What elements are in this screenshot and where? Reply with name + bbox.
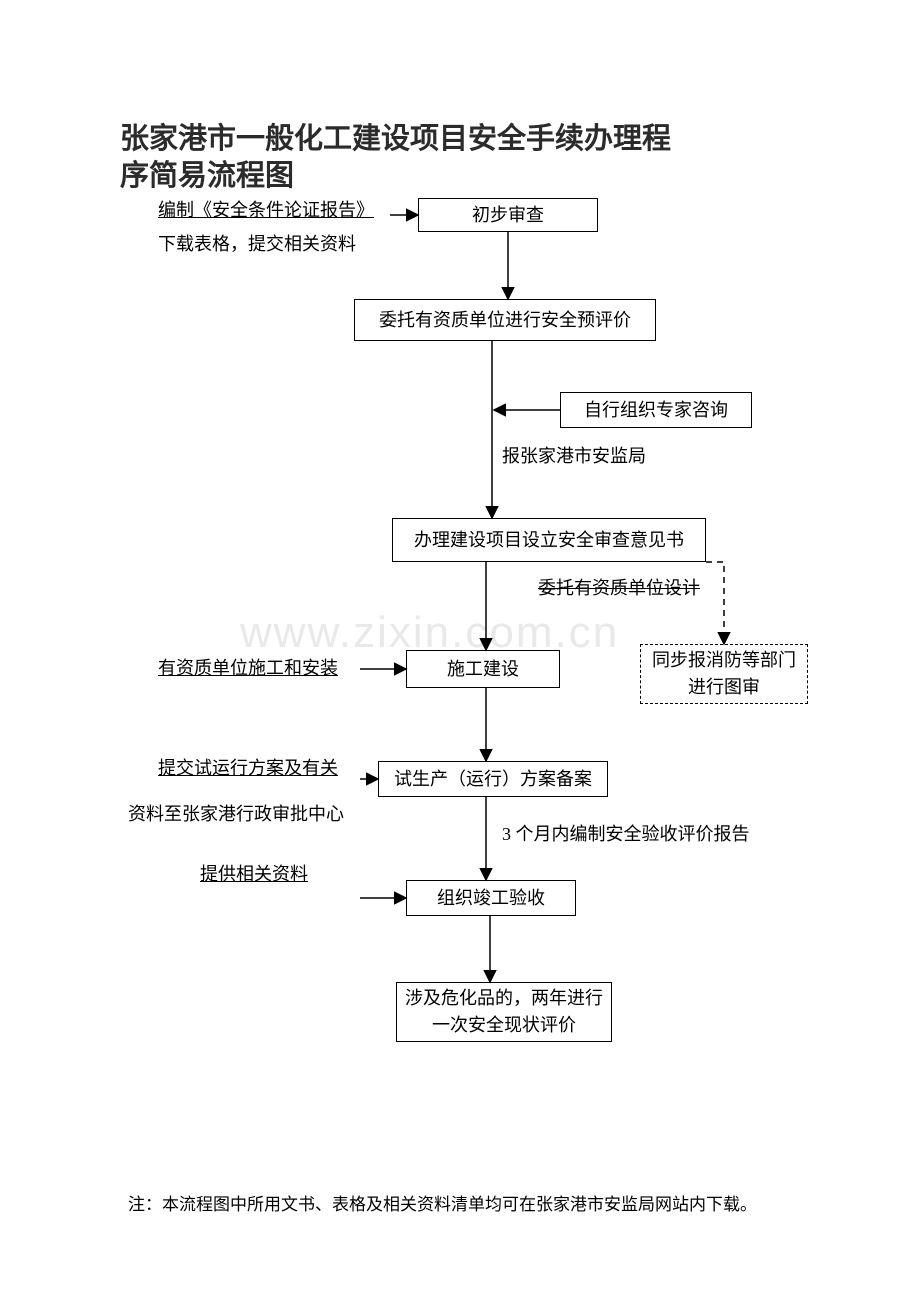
node-label: 初步审查 xyxy=(472,202,544,229)
node-pre-evaluation: 委托有资质单位进行安全预评价 xyxy=(354,299,656,341)
page-title-line1: 张家港市一般化工建设项目安全手续办理程 xyxy=(120,115,671,157)
label-3month-acceptance-report: 3 个月内编制安全验收评价报告 xyxy=(502,820,750,846)
label-submit-trial-plan: 提交试运行方案及有关 xyxy=(158,754,338,780)
label-prepare-report: 编制《安全条件论证报告》 xyxy=(158,196,374,222)
node-label: 组织竣工验收 xyxy=(437,885,545,912)
label-submit-materials-center: 资料至张家港行政审批中心 xyxy=(128,800,344,826)
edge-dashed xyxy=(706,562,724,644)
page-title-line2: 序简易流程图 xyxy=(120,152,294,194)
label-provide-materials: 提供相关资料 xyxy=(200,860,308,886)
node-label: 施工建设 xyxy=(447,656,519,683)
node-completion-acceptance: 组织竣工验收 xyxy=(406,880,576,916)
node-initial-review: 初步审查 xyxy=(418,198,598,232)
node-biennial-review: 涉及危化品的，两年进行一次安全现状评价 xyxy=(396,982,612,1042)
node-expert-consult: 自行组织专家咨询 xyxy=(560,392,752,428)
node-label: 自行组织专家咨询 xyxy=(584,397,728,424)
label-report-bureau: 报张家港市安监局 xyxy=(502,442,646,468)
label-qualified-design: 委托有资质单位设计 xyxy=(538,574,700,600)
node-label: 办理建设项目设立安全审查意见书 xyxy=(414,527,684,554)
node-label: 同步报消防等部门进行图审 xyxy=(649,647,799,701)
label-qualified-construction: 有资质单位施工和安装 xyxy=(158,654,338,680)
node-label: 委托有资质单位进行安全预评价 xyxy=(379,307,631,334)
node-fire-review: 同步报消防等部门进行图审 xyxy=(640,644,808,704)
node-safety-opinion: 办理建设项目设立安全审查意见书 xyxy=(392,518,706,562)
footnote-text: 注：本流程图中所用文书、表格及相关资料清单均可在张家港市安监局网站内下载。 xyxy=(128,1190,757,1215)
node-construction: 施工建设 xyxy=(406,650,560,688)
node-trial-production: 试生产（运行）方案备案 xyxy=(378,761,608,797)
node-label: 涉及危化品的，两年进行一次安全现状评价 xyxy=(405,985,603,1039)
label-download-forms: 下载表格，提交相关资料 xyxy=(158,230,356,256)
node-label: 试生产（运行）方案备案 xyxy=(394,766,592,793)
